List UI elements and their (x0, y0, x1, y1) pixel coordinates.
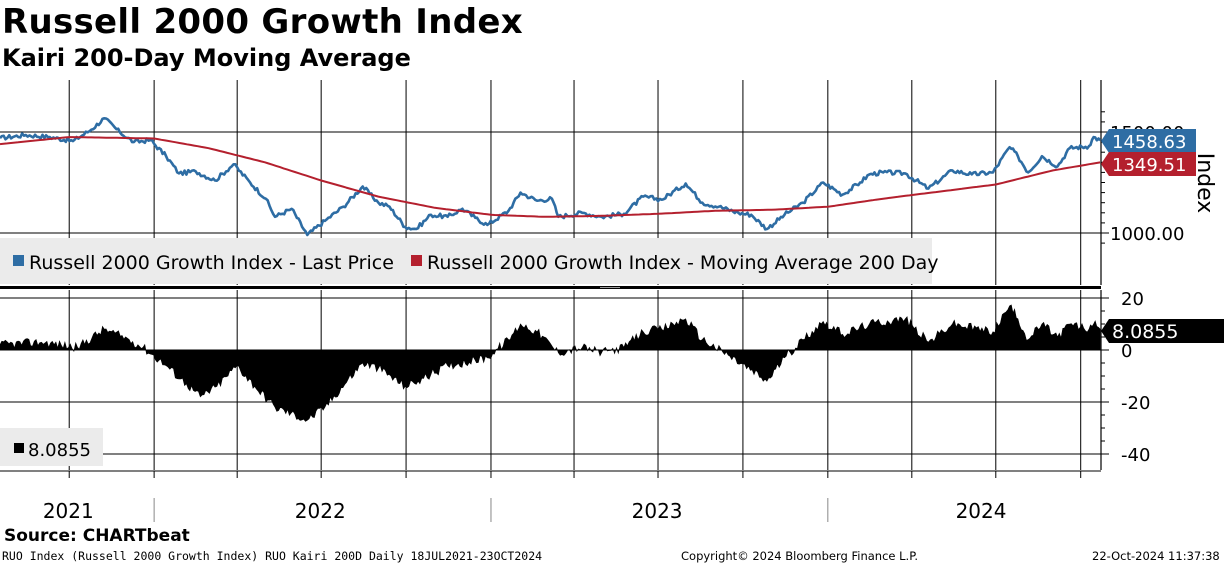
price-legend-bg (0, 238, 932, 284)
kairi-y-tick-label: 0 (1121, 341, 1132, 362)
series-last-price-line (0, 117, 1102, 237)
legend-label-last-price: Russell 2000 Growth Index - Last Price (29, 252, 394, 274)
price-y-axis-label: Index (1192, 153, 1217, 214)
year-tick-label: 2024 (956, 499, 1007, 523)
series-ma200-line (0, 136, 1101, 218)
year-tick-label: 2021 (43, 499, 94, 523)
chart-title: Russell 2000 Growth Index (2, 2, 523, 42)
ma200-value-tag-text: 1349.51 (1112, 155, 1186, 176)
year-tick-label: 2022 (295, 499, 346, 523)
chart-canvas: 1000.001500.00Index200-20-401458.631349.… (0, 80, 1224, 523)
legend-swatch-ma200 (411, 255, 422, 266)
footer-copyright: Copyright© 2024 Bloomberg Finance L.P. (681, 549, 918, 563)
ma200-value-tag: 1349.51 (1101, 152, 1196, 176)
kairi-y-tick-label: -20 (1121, 393, 1150, 414)
kairi-value-tag-bg (1101, 319, 1224, 343)
chart-subtitle: Kairi 200-Day Moving Average (2, 44, 411, 72)
kairi-y-tick-label: 20 (1121, 289, 1144, 310)
kairi-value-tag-text: 8.0855 (1112, 321, 1178, 343)
source-label: Source: CHARTbeat (4, 526, 190, 546)
kairi-y-tick-label: -40 (1121, 445, 1150, 466)
series-kairi-histogram (0, 304, 1101, 422)
legend-swatch-kairi (14, 443, 24, 453)
ma200-value-tag-bg (1101, 152, 1196, 176)
last-price-value-tag-text: 1458.63 (1112, 132, 1186, 153)
legend-label-ma200: Russell 2000 Growth Index - Moving Avera… (427, 252, 939, 274)
legend-label-kairi: 8.0855 (28, 440, 91, 461)
kairi-value-tag: 8.0855 (1101, 319, 1224, 343)
price-y-tick-label: 1000.00 (1110, 224, 1184, 245)
footer-timestamp: 22-Oct-2024 11:37:38 (1092, 549, 1220, 563)
kairi-panel-bg (0, 290, 1101, 470)
last-price-value-tag-bg (1101, 129, 1196, 153)
footer-ticker-info: RUO Index (Russell 2000 Growth Index) RU… (2, 549, 543, 563)
kairi-legend: 8.0855 (0, 428, 103, 466)
year-tick-label: 2023 (632, 499, 683, 523)
legend-swatch-last-price (13, 255, 24, 266)
price-legend: Russell 2000 Growth Index - Last Price Ru… (0, 238, 939, 284)
last-price-value-tag: 1458.63 (1101, 129, 1196, 153)
